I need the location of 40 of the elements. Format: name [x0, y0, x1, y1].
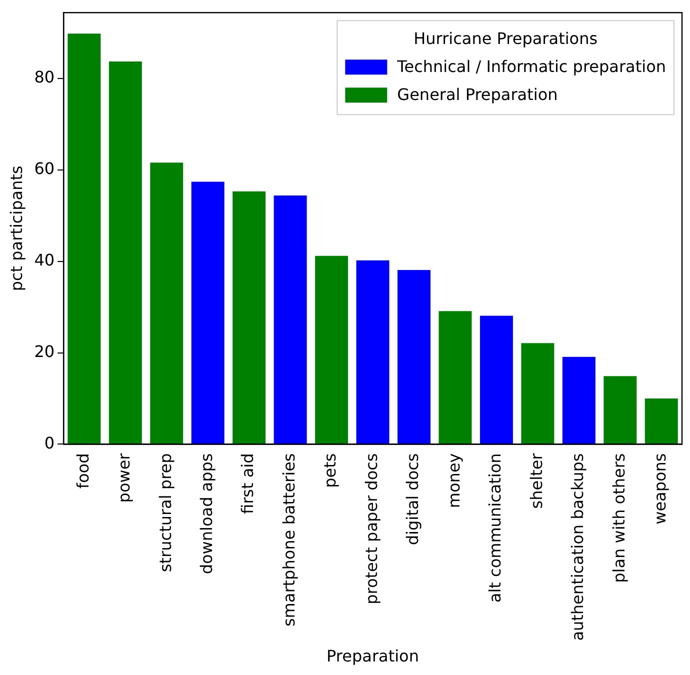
x-tick-label: smartphone batteries [279, 453, 298, 627]
x-tick-label: digital docs [403, 453, 422, 546]
bar [438, 311, 472, 444]
bar [521, 343, 554, 444]
x-tick-label: protect paper docs [362, 453, 381, 604]
bar [315, 256, 348, 444]
legend-label: General Preparation [397, 84, 558, 104]
x-tick-label: authentication backups [568, 453, 588, 641]
x-tick-label: plan with others [609, 453, 628, 583]
x-tick-label: shelter [526, 452, 546, 509]
x-tick-label: first aid [238, 453, 258, 514]
x-tick-label: food [73, 453, 92, 489]
bar [562, 356, 596, 444]
x-tick-label: pets [320, 453, 340, 488]
y-axis-title: pct participants [6, 166, 26, 292]
x-tick-label: download apps [197, 453, 216, 574]
x-tick-label: money [444, 453, 464, 508]
y-tick-label: 40 [34, 250, 55, 270]
bar [480, 316, 513, 444]
bar [150, 162, 184, 444]
bar [644, 398, 678, 444]
legend-label: Technical / Informatic preparation [396, 56, 666, 76]
bar [191, 182, 224, 444]
x-axis-title: Preparation [326, 646, 419, 666]
y-tick-label: 80 [34, 68, 55, 87]
x-tick-label: weapons [650, 453, 670, 524]
bar [232, 191, 266, 444]
y-tick-label: 60 [34, 159, 55, 178]
y-tick-label: 20 [34, 342, 55, 361]
bar [356, 260, 390, 444]
legend-title: Hurricane Preparations [414, 28, 598, 48]
bar [398, 270, 430, 444]
y-tick-label: 0 [44, 433, 55, 452]
x-tick-label: structural prep [156, 453, 175, 572]
bar [604, 376, 637, 444]
x-tick-label: power [114, 452, 134, 503]
bar [108, 62, 142, 444]
x-tick-label: alt communication [486, 453, 505, 603]
bar [68, 34, 101, 444]
bar [274, 195, 307, 444]
